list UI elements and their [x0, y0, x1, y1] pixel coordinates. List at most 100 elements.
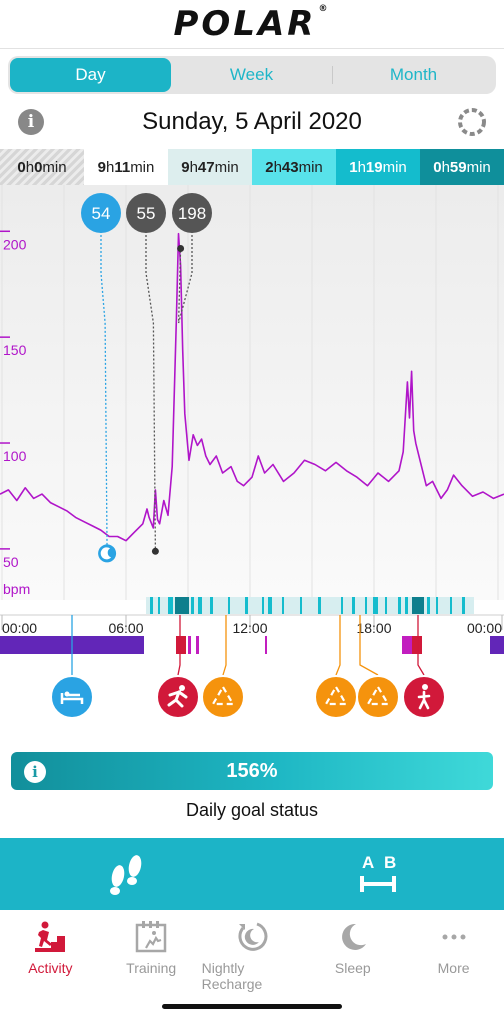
date-header: Sunday, 5 April 2020 — [0, 100, 504, 144]
nav-more[interactable]: More — [403, 910, 504, 992]
hr-rest-bubble[interactable] — [126, 193, 166, 233]
activity-stripe — [268, 597, 272, 614]
activity-band — [402, 636, 412, 654]
more-icon — [442, 934, 466, 940]
event-leader-line — [177, 615, 181, 676]
marker-leader-line — [145, 231, 157, 552]
marker-leader-line — [100, 231, 108, 554]
inactivity-alert-event-button[interactable] — [356, 675, 400, 719]
x-tick-label: 00:00 — [467, 620, 502, 636]
activity-actions-band — [0, 838, 504, 910]
distance-button[interactable]: A B — [252, 838, 504, 910]
steps-icon — [110, 855, 142, 895]
home-indicator — [162, 1004, 342, 1009]
hr-max-bubble[interactable] — [172, 193, 212, 233]
chart-background — [0, 185, 504, 600]
activity-stripe — [412, 597, 424, 614]
event-leader-line — [359, 615, 379, 676]
activity-stripe — [450, 597, 452, 614]
nav-more-label: More — [437, 960, 470, 976]
goal-percent: 156% — [226, 759, 278, 782]
nav-sleep[interactable]: Sleep — [302, 910, 403, 992]
activity-stripe — [373, 597, 378, 614]
svg-text:B: B — [384, 853, 396, 872]
polar-logo: POLAR ® — [173, 4, 331, 44]
inactivity-alert-event-button[interactable] — [201, 675, 245, 719]
event-leader-line — [417, 615, 425, 676]
activity-stripe — [282, 597, 284, 614]
activity-stripe — [228, 597, 230, 614]
daily-goal-bar[interactable]: 156% — [11, 752, 493, 790]
activity-stripe — [352, 597, 355, 614]
nav-training-label: Training — [126, 960, 177, 976]
activity-stripe — [300, 597, 302, 614]
activity-stripe — [436, 597, 438, 614]
rest-hr-point — [151, 547, 159, 555]
activity-stripe — [341, 597, 343, 614]
tab-day[interactable]: Day — [10, 58, 171, 92]
x-tick-label: 12:00 — [232, 620, 267, 636]
header-divider — [0, 48, 504, 49]
info-icon[interactable]: i — [18, 109, 44, 135]
zone-5: 0 h 59 min — [420, 149, 504, 185]
heart-rate-chart[interactable]: 50 100 150 200 bpm 54 55 198 00:00 06:00 12:00 18:0… — [0, 185, 504, 730]
sleep-band — [490, 636, 504, 654]
activity-stripe — [198, 597, 202, 614]
hr-min-bubble[interactable] — [81, 193, 121, 233]
event-leader-line — [335, 615, 341, 676]
walking-icon — [417, 690, 431, 710]
event-leader-line — [222, 615, 227, 676]
hr-zone-durations: 0 h 0 min 9 h 11 min 9 h 47 min 2 h 43 min 1 h 19 min 0 h 59 mi… — [0, 149, 504, 185]
activity-stripe — [318, 597, 321, 614]
activity-icon — [35, 921, 66, 952]
nav-nightly-recharge-label: Nightly Recharge — [201, 960, 263, 992]
activity-strip — [146, 597, 474, 614]
activity-stripe — [398, 597, 401, 614]
nav-activity-label: Activity — [28, 960, 73, 976]
activity-stripe — [150, 597, 153, 614]
zone-0: 0 h 0 min — [0, 149, 84, 185]
heart-rate-line — [0, 232, 504, 542]
tab-week[interactable]: Week — [229, 65, 274, 84]
training-band — [176, 636, 186, 654]
zone-3: 2 h 43 min — [252, 149, 336, 185]
hr-rest-value: 55 — [137, 204, 156, 223]
bed-pillow-icon — [64, 691, 70, 697]
distance-ab-icon: A B — [360, 853, 396, 892]
nav-nightly-recharge[interactable]: Nightly Recharge — [202, 910, 303, 992]
x-tick-label: 00:00 — [2, 620, 37, 636]
sync-icon[interactable] — [456, 106, 488, 138]
goal-info-icon[interactable]: i — [24, 761, 46, 783]
activity-stripe — [168, 597, 173, 614]
x-tick-label: 18:00 — [356, 620, 391, 636]
period-segmented-control: Day Week Month — [8, 56, 496, 94]
hr-max-value: 198 — [178, 204, 206, 223]
zone-2: 9 h 47 min — [168, 149, 252, 185]
running-icon — [167, 689, 188, 708]
activity-stripe — [365, 597, 367, 614]
y-axis-label: bpm — [3, 581, 30, 597]
activity-band — [188, 636, 191, 654]
activity-stripe — [427, 597, 430, 614]
nav-sleep-label: Sleep — [334, 960, 371, 976]
training-icon — [135, 921, 167, 953]
y-tick-label: 50 — [3, 554, 19, 570]
activity-stripe — [262, 597, 264, 614]
y-tick-label: 200 — [3, 236, 27, 252]
hr-min-value: 54 — [92, 204, 111, 223]
steps-button[interactable] — [0, 838, 252, 910]
sleep-moon-icon — [341, 923, 366, 950]
nav-training[interactable]: Training — [101, 910, 202, 992]
training-band — [412, 636, 422, 654]
bottom-navigation: Activity Training Nightly Recharge Sle — [0, 910, 504, 992]
inactivity-alert-event-button[interactable] — [314, 675, 358, 719]
y-tick-label: 150 — [3, 342, 27, 358]
header-bar: POLAR ® — [0, 0, 504, 48]
svg-text:A: A — [362, 853, 374, 872]
max-hr-point — [177, 245, 185, 253]
tab-month[interactable]: Month — [389, 65, 438, 84]
activity-stripe — [245, 597, 248, 614]
activity-stripe — [462, 597, 465, 614]
nav-activity[interactable]: Activity — [0, 910, 101, 992]
sleep-event-button[interactable] — [50, 675, 94, 719]
